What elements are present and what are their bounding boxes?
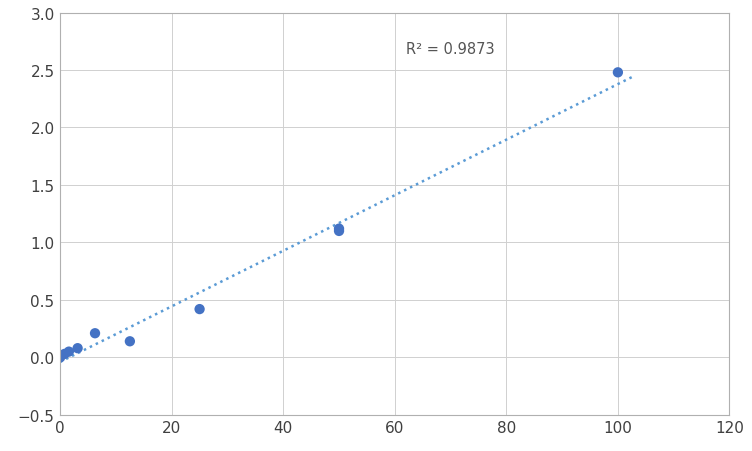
Point [124,338,136,345]
Point [333,226,345,233]
Point [71,345,83,352]
Point [63,348,75,355]
Point [612,69,624,77]
Point [89,330,101,337]
Point [54,354,66,361]
Point [59,350,71,358]
Point [193,306,205,313]
Text: R² = 0.9873: R² = 0.9873 [406,42,495,57]
Point [333,228,345,235]
